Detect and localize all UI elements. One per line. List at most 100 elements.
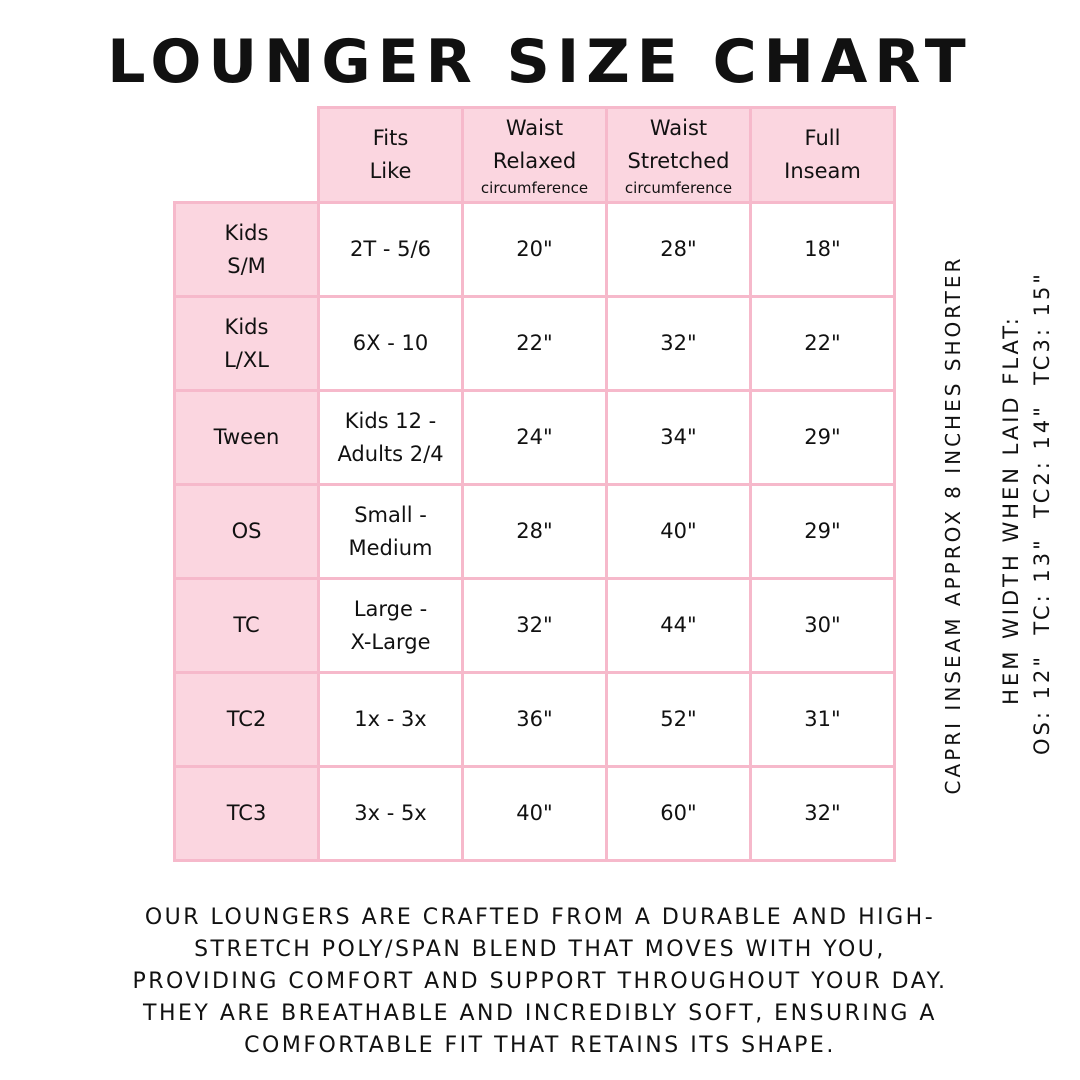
row-label-cell: Kids S/M: [173, 201, 320, 298]
cell-text: 44": [660, 613, 697, 637]
hem-values: OS: 12" TC: 13" TC2: 14" TC3: 15": [1030, 271, 1054, 755]
header-cell: Waist Relaxed circumference: [461, 106, 608, 204]
table-cell: 28": [461, 483, 608, 580]
table-cell: 52": [605, 671, 752, 768]
cell-text: 32": [804, 801, 841, 825]
table-cell: 18": [749, 201, 896, 298]
cell-text: 28": [660, 237, 697, 261]
row-label: TC2: [226, 707, 267, 731]
header-text: Relaxed: [492, 149, 577, 173]
cell-text: 60": [660, 801, 697, 825]
header-cell: Waist Stretched circumference: [605, 106, 752, 204]
table-cell: 44": [605, 577, 752, 674]
row-label: Tween: [213, 425, 280, 449]
cell-text: 20": [516, 237, 553, 261]
row-label: Kids: [224, 220, 269, 245]
size-table: Fits Like Waist Relaxed circumference Waist St…: [173, 106, 896, 862]
cell-text: 28": [516, 519, 553, 543]
cell-text: 36": [516, 707, 553, 731]
capri-note: CAPRI INSEAM APPROX 8 INCHES SHORTER: [941, 255, 965, 795]
table-cell: 36": [461, 671, 608, 768]
row-label-cell: TC2: [173, 671, 320, 768]
header-text: Inseam: [784, 159, 861, 183]
table-cell: 32": [605, 295, 752, 392]
cell-text: 31": [804, 707, 841, 731]
table-cell: 60": [605, 765, 752, 862]
table-cell: 32": [461, 577, 608, 674]
table-cell: 22": [461, 295, 608, 392]
cell-text: 30": [804, 613, 841, 637]
cell-text: 22": [804, 331, 841, 355]
table-cell: 32": [749, 765, 896, 862]
table-cell: 28": [605, 201, 752, 298]
header-note: circumference: [624, 179, 733, 197]
hem-title: HEM WIDTH WHEN LAID FLAT:: [999, 315, 1023, 705]
cell-text: 40": [516, 801, 553, 825]
table-row: TC2 1x - 3x 36" 52" 31": [173, 671, 896, 768]
table-cell: 29": [749, 483, 896, 580]
table-cell: Small - Medium: [317, 483, 464, 580]
header-text: Stretched: [627, 149, 730, 173]
table-cell: 24": [461, 389, 608, 486]
table-cell: 20": [461, 201, 608, 298]
row-label: S/M: [227, 253, 266, 278]
cell-text: 52": [660, 707, 697, 731]
footer-line: COMFORTABLE FIT THAT RETAINS ITS SHAPE.: [244, 1033, 836, 1058]
header-text: Like: [369, 159, 412, 183]
table-row: Kids L/XL 6X - 10 22" 32" 22": [173, 295, 896, 392]
table-cell: 30": [749, 577, 896, 674]
cell-text: Medium: [348, 535, 433, 560]
header-text: Waist: [505, 116, 564, 140]
table-cell: 34": [605, 389, 752, 486]
corner-cell: [174, 107, 320, 204]
cell-text: 29": [804, 519, 841, 543]
table-cell: 29": [749, 389, 896, 486]
header-text: Waist: [649, 116, 708, 140]
row-label: L/XL: [224, 347, 269, 372]
cell-text: 22": [516, 331, 553, 355]
table-cell: 6X - 10: [317, 295, 464, 392]
row-label: TC3: [226, 801, 267, 825]
cell-text: 32": [516, 613, 553, 637]
table-cell: 40": [461, 765, 608, 862]
table-row: TC Large - X-Large 32" 44" 30": [173, 577, 896, 674]
cell-text: X-Large: [350, 629, 431, 654]
cell-text: Small -: [354, 502, 427, 527]
cell-text: 29": [804, 425, 841, 449]
row-label-cell: TC: [173, 577, 320, 674]
cell-text: 40": [660, 519, 697, 543]
footer-line: OUR LOUNGERS ARE CRAFTED FROM A DURABLE …: [144, 905, 936, 930]
header-cell: Full Inseam: [749, 106, 896, 204]
table-cell: 31": [749, 671, 896, 768]
cell-text: Large -: [353, 596, 428, 621]
cell-text: 34": [660, 425, 697, 449]
table-row: OS Small - Medium 28" 40" 29": [173, 483, 896, 580]
table-cell: 1x - 3x: [317, 671, 464, 768]
row-label: Kids: [224, 314, 269, 339]
header-row: Fits Like Waist Relaxed circumference Waist St…: [174, 106, 896, 204]
table-cell: 3x - 5x: [317, 765, 464, 862]
cell-text: Kids 12 -: [344, 408, 437, 433]
footer-line: THEY ARE BREATHABLE AND INCREDIBLY SOFT,…: [143, 1001, 937, 1026]
row-label: TC: [233, 613, 260, 637]
header-text: Full: [804, 126, 841, 150]
table-row: TC3 3x - 5x 40" 60" 32": [173, 765, 896, 862]
footer-line: PROVIDING COMFORT AND SUPPORT THROUGHOUT…: [132, 969, 948, 994]
header-text: Fits: [372, 126, 409, 150]
cell-text: 3x - 5x: [354, 801, 427, 825]
row-label-cell: OS: [173, 483, 320, 580]
row-label-cell: TC3: [173, 765, 320, 862]
cell-text: Adults 2/4: [337, 441, 444, 466]
row-label-cell: Kids L/XL: [173, 295, 320, 392]
header-cell: Fits Like: [317, 106, 464, 204]
row-label: OS: [231, 519, 262, 543]
cell-text: 2T - 5/6: [350, 237, 431, 261]
table-cell: 2T - 5/6: [317, 201, 464, 298]
table-row: Tween Kids 12 - Adults 2/4 24" 34" 29": [173, 389, 896, 486]
cell-text: 18": [804, 237, 841, 261]
footer-line: STRETCH POLY/SPAN BLEND THAT MOVES WITH …: [194, 937, 886, 962]
cell-text: 1x - 3x: [354, 707, 427, 731]
cell-text: 24": [516, 425, 553, 449]
